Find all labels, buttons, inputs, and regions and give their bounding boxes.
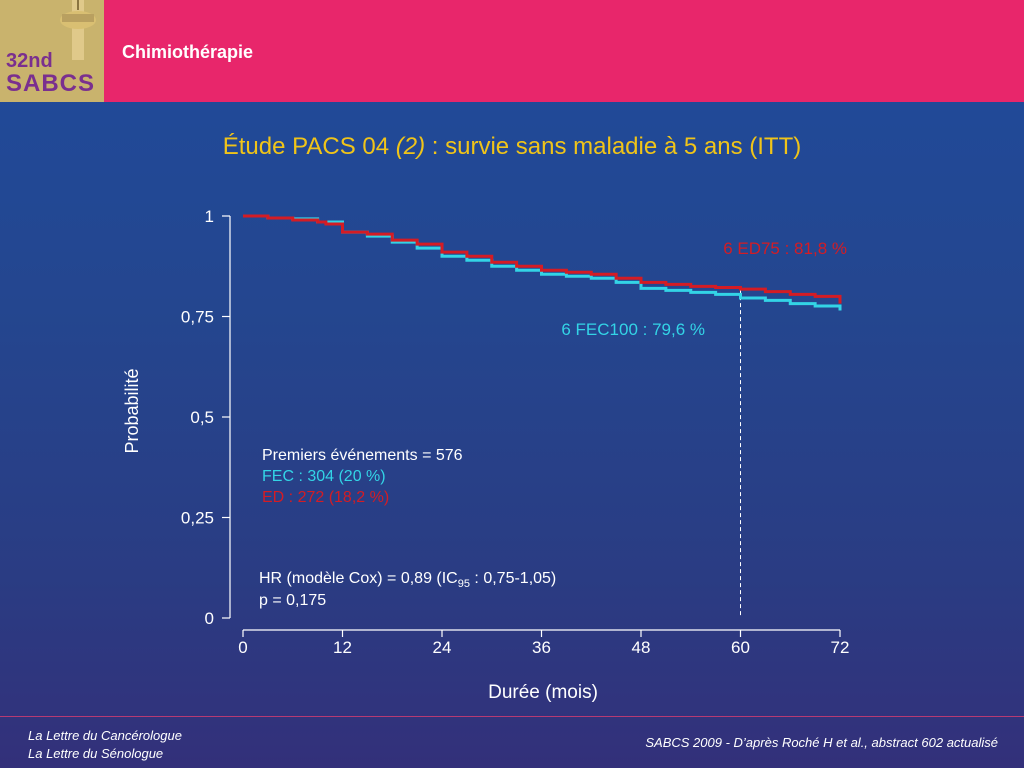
hr-rest: : 0,75-1,05) xyxy=(470,570,556,587)
footer-left-line1: La Lettre du Cancérologue xyxy=(28,728,182,743)
section-title: Chimiothérapie xyxy=(122,42,254,62)
x-tick-label: 24 xyxy=(433,638,452,657)
hr-main: HR (modèle Cox) = 0,89 (IC xyxy=(259,570,458,587)
y-tick-label: 0,5 xyxy=(190,408,214,427)
logo-line1: 32nd xyxy=(6,50,53,72)
footer-left-line2: La Lettre du Sénologue xyxy=(28,746,164,761)
x-tick-label: 0 xyxy=(238,638,247,657)
sabcs-logo: 32nd SABCS xyxy=(0,0,104,102)
title-ref: (2) xyxy=(395,133,426,160)
p-value: p = 0,175 xyxy=(259,592,326,609)
series-fec-curve xyxy=(243,214,842,311)
y-tick-label: 0,75 xyxy=(181,308,214,327)
x-tick-label: 72 xyxy=(831,638,850,657)
y-tick-label: 0 xyxy=(205,609,214,628)
tower-icon xyxy=(60,0,96,60)
events-ed: ED : 272 (18,2 %) xyxy=(262,489,389,506)
logo-line2: SABCS xyxy=(6,70,96,97)
hr-sub: 95 xyxy=(458,578,470,590)
x-tick-label: 12 xyxy=(333,638,352,657)
y-tick-label: 1 xyxy=(205,207,214,226)
header-bar: 32nd SABCS Chimiothérapie xyxy=(0,0,1024,102)
x-axis-label: Durée (mois) xyxy=(488,682,598,703)
events-fec: FEC : 304 (20 %) xyxy=(262,468,386,485)
title-prefix: Étude PACS 04 xyxy=(222,133,396,160)
x-tick-label: 60 xyxy=(731,638,750,657)
events-title: Premiers événements = 576 xyxy=(262,447,463,464)
series-label-fec: 6 FEC100 : 79,6 % xyxy=(561,320,705,339)
footer-divider xyxy=(0,716,1024,717)
series-label-ed: 6 ED75 : 81,8 % xyxy=(723,239,847,258)
series-ed-curve xyxy=(243,214,842,304)
x-tick-label: 48 xyxy=(632,638,651,657)
x-tick-label: 36 xyxy=(532,638,551,657)
hr-text: HR (modèle Cox) = 0,89 (IC95 : 0,75-1,05… xyxy=(259,570,556,590)
y-axis-label: Probabilité xyxy=(122,368,142,453)
slide-title: Étude PACS 04 (2) : survie sans maladie … xyxy=(0,133,1024,161)
title-suffix: : survie sans maladie à 5 ans (ITT) xyxy=(425,133,802,160)
footer-source: SABCS 2009 - D’après Roché H et al., abs… xyxy=(645,735,998,750)
y-tick-label: 0,25 xyxy=(181,509,214,528)
footer-left: La Lettre du Cancérologue La Lettre du S… xyxy=(28,727,182,763)
